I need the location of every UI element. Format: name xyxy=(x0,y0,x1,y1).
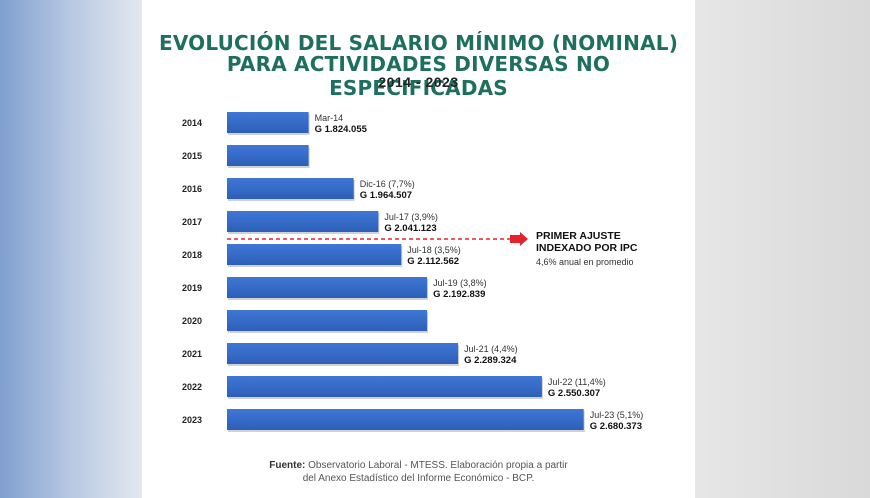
year-label-2019: 2019 xyxy=(182,283,202,293)
bar-value-label-2022: G 2.550.307 xyxy=(548,388,600,399)
annotation-subtitle: 4,6% anual en promedio xyxy=(536,257,634,267)
bar-2020 xyxy=(227,310,428,331)
chart-title-line2: PARA ACTIVIDADES DIVERSAS NO ESPECIFICAD… xyxy=(226,52,611,100)
bar-2023 xyxy=(227,409,584,430)
bar-date-label-2023: Jul-23 (5,1%) xyxy=(590,410,644,420)
source-line1: Observatorio Laboral - MTESS. Elaboració… xyxy=(308,460,568,471)
year-label-2017: 2017 xyxy=(182,217,202,227)
year-label-2014: 2014 xyxy=(182,118,202,128)
bar-2014 xyxy=(227,112,309,133)
bar-date-label-2014: Mar-14 xyxy=(315,113,344,123)
annotation-title-line2: INDEXADO POR IPC xyxy=(536,242,638,254)
bar-2016 xyxy=(227,178,354,199)
bar-value-label-2021: G 2.289.324 xyxy=(464,355,517,366)
bar-2022 xyxy=(227,376,542,397)
year-label-2016: 2016 xyxy=(182,184,202,194)
bar-date-label-2016: Dic-16 (7,7%) xyxy=(360,179,415,189)
year-label-2021: 2021 xyxy=(182,349,202,359)
year-label-2015: 2015 xyxy=(182,151,202,161)
bar-2019 xyxy=(227,277,428,298)
bar-2021 xyxy=(227,343,459,364)
bar-chart: 2014 Mar-14G 1.824.055 2015 2016 Dic-16 (7,7… xyxy=(182,112,644,432)
year-label-2022: 2022 xyxy=(182,382,202,392)
source-line2: del Anexo Estadístico del Informe Económ… xyxy=(302,473,535,484)
bar-date-label-2018: Jul-18 (3,5%) xyxy=(407,245,461,255)
source-prefix: Fuente: xyxy=(269,460,306,471)
bar-2015 xyxy=(227,145,309,166)
year-label-2020: 2020 xyxy=(182,316,202,326)
bar-value-label-2017: G 2.041.123 xyxy=(384,223,436,234)
bar-2018 xyxy=(227,244,402,265)
annotation-title-line1: PRIMER AJUSTE xyxy=(536,230,621,242)
bar-date-label-2017: Jul-17 (3,9%) xyxy=(384,212,438,222)
bar-value-label-2016: G 1.964.507 xyxy=(360,190,412,201)
bar-2017 xyxy=(227,211,379,232)
bar-date-label-2021: Jul-21 (4,4%) xyxy=(464,344,518,354)
chart-subtitle: 2014 - 2023 xyxy=(378,74,459,90)
bar-value-label-2019: G 2.192.839 xyxy=(433,289,485,300)
bar-value-label-2014: G 1.824.055 xyxy=(315,124,368,135)
chart-card: EVOLUCIÓN DEL SALARIO MÍNIMO (NOMINAL) P… xyxy=(142,0,695,498)
bar-date-label-2022: Jul-22 (11,4%) xyxy=(548,377,606,387)
bar-value-label-2023: G 2.680.373 xyxy=(590,421,642,432)
chart-title-line1: EVOLUCIÓN DEL SALARIO MÍNIMO (NOMINAL) xyxy=(158,31,679,55)
year-label-2018: 2018 xyxy=(182,250,202,260)
bar-date-label-2019: Jul-19 (3,8%) xyxy=(433,278,487,288)
bar-value-label-2018: G 2.112.562 xyxy=(407,256,459,267)
year-label-2023: 2023 xyxy=(182,415,202,425)
source-note: Fuente: Observatorio Laboral - MTESS. El… xyxy=(142,459,695,485)
annotation-arrow-icon xyxy=(510,232,528,246)
